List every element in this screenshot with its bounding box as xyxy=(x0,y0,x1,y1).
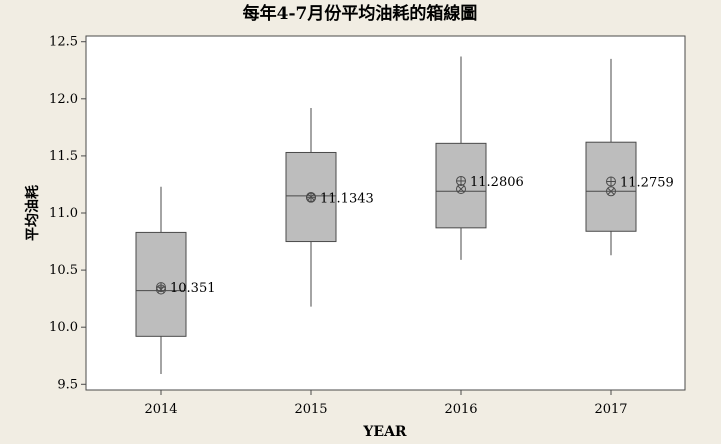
box-2015: 11.1343 xyxy=(285,107,374,307)
ci-marker xyxy=(306,192,316,203)
x-axis-label: YEAR xyxy=(362,424,407,440)
ci-marker-d2 xyxy=(607,187,615,195)
y-axis: 9.5 10.0 10.5 11.0 11.5 12.0 12.5 xyxy=(49,35,86,392)
x-tick-label: 2017 xyxy=(594,402,627,417)
mean-value-label: 11.2806 xyxy=(470,175,524,190)
y-tick-label: 12.5 xyxy=(49,35,78,50)
chart-title: 每年4-7月份平均油耗的箱線圖 xyxy=(243,3,478,24)
box-2016: 11.2806 xyxy=(435,56,524,260)
box-iqr xyxy=(585,141,637,232)
box-series: 10.351 11.1343 11.2806 11.2759 xyxy=(135,56,674,375)
ci-marker xyxy=(456,184,466,195)
y-axis-label: 平均油耗 xyxy=(24,185,41,241)
box-2014: 10.351 xyxy=(135,186,216,375)
ci-marker xyxy=(606,186,616,197)
y-tick-label: 10.0 xyxy=(49,320,78,335)
y-tick-label: 11.0 xyxy=(49,206,78,221)
x-axis: 2014 2015 2016 2017 xyxy=(144,390,628,417)
mean-value-label: 10.351 xyxy=(170,281,216,296)
mean-value-label: 11.1343 xyxy=(320,192,374,207)
ci-marker xyxy=(156,284,166,295)
mean-value-label: 11.2759 xyxy=(620,175,674,190)
y-tick-label: 12.0 xyxy=(49,92,78,107)
x-tick-label: 2015 xyxy=(294,402,327,417)
y-tick-label: 11.5 xyxy=(49,149,78,164)
ci-marker-d2 xyxy=(157,285,165,294)
y-tick-label: 9.5 xyxy=(57,377,78,392)
box-2017: 11.2759 xyxy=(585,58,674,256)
ci-marker-d2 xyxy=(307,193,315,201)
x-tick-label: 2016 xyxy=(444,402,477,417)
ci-marker-d2 xyxy=(457,185,465,193)
x-tick-label: 2014 xyxy=(144,402,177,417)
y-tick-label: 10.5 xyxy=(49,263,78,278)
